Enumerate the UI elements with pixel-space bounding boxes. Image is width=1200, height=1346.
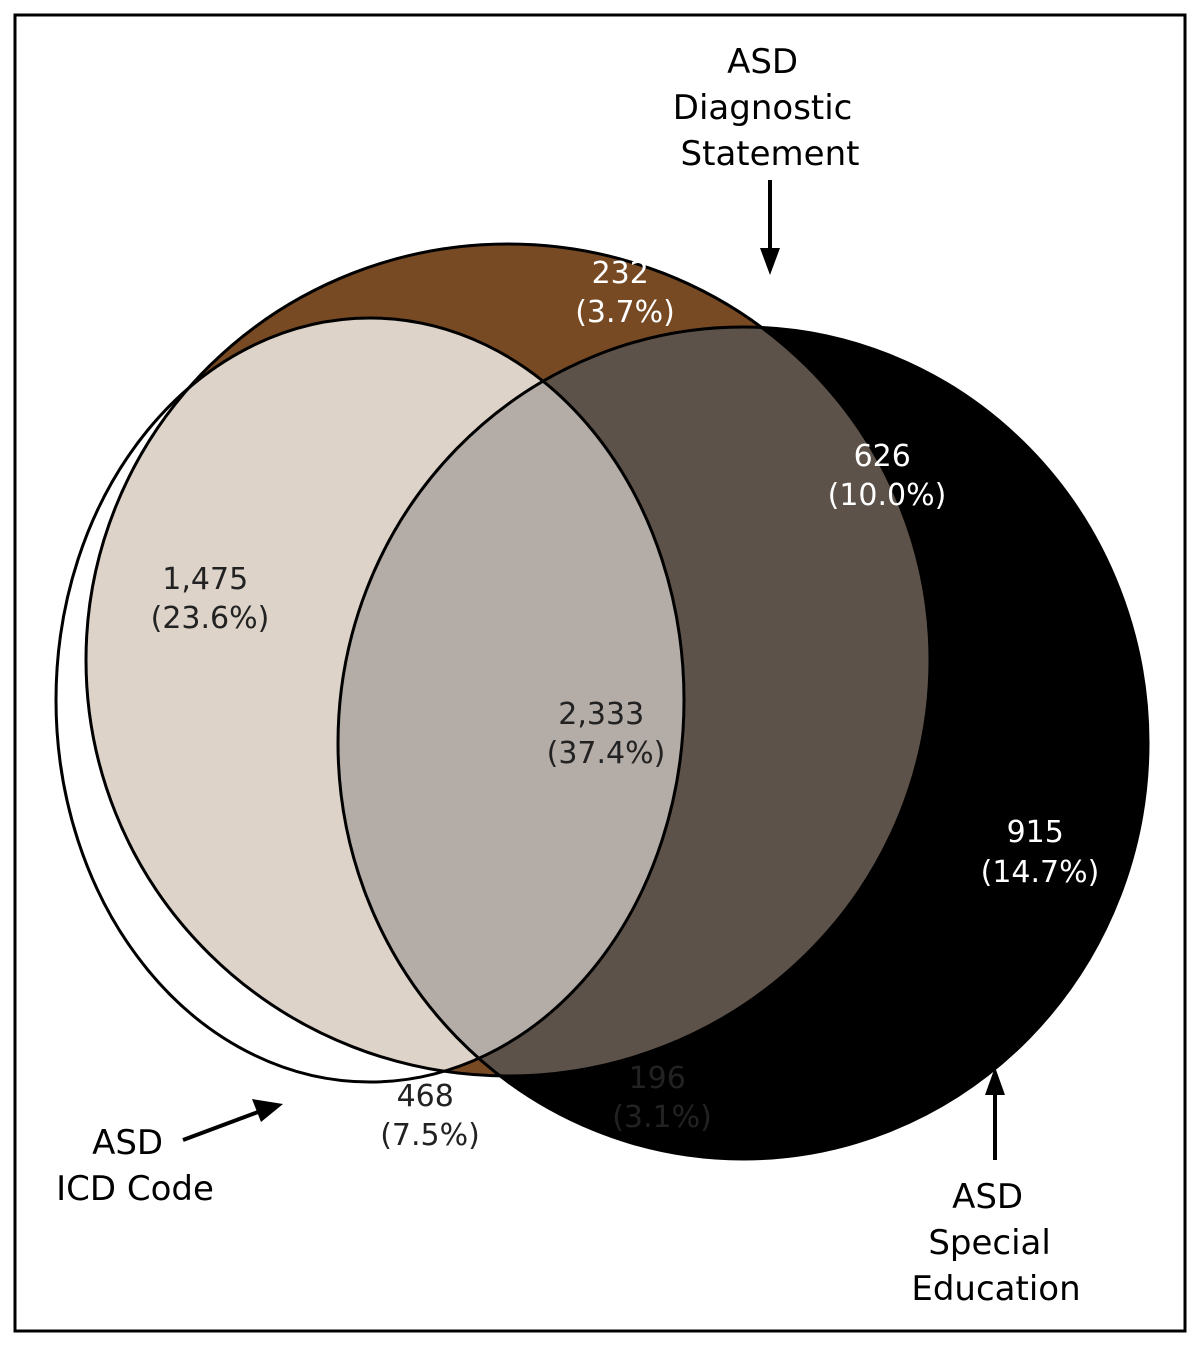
- all-three-overlap-fill: [338, 327, 684, 1076]
- diagnostic-caption: ASD Diagnostic Statement: [673, 42, 863, 174]
- special-only-pct: (14.7%): [981, 855, 1100, 890]
- special-only-label: 915 (14.7%): [981, 815, 1100, 890]
- all-three-label: 2,333 (37.4%): [547, 697, 666, 771]
- special-education-arrow: [985, 1067, 1005, 1160]
- icd-caption-line-1: ASD: [92, 1123, 163, 1163]
- diagnostic-special-count: 626: [854, 439, 911, 474]
- icd-only-count: 468: [397, 1079, 454, 1114]
- diagnostic-icd-label: 1,475 (23.6%): [151, 562, 270, 636]
- special-education-caption: ASD Special Education: [911, 1177, 1080, 1309]
- special-education-caption-line-3: Education: [911, 1269, 1080, 1309]
- icd-special-label: 196 (3.1%): [612, 1061, 712, 1135]
- special-education-outline: [336, 325, 1150, 1161]
- set-captions: ASD Diagnostic Statement ASD ICD Code AS…: [56, 42, 1081, 1309]
- special-education-caption-line-2: Special: [928, 1223, 1051, 1263]
- icd-caption: ASD ICD Code: [56, 1123, 214, 1209]
- diagnostic-caption-line-2: Diagnostic: [673, 88, 853, 128]
- diagnostic-caption-line-1: ASD: [727, 42, 798, 82]
- set-outlines: [54, 242, 1150, 1161]
- icd-caption-line-2: ICD Code: [56, 1169, 214, 1209]
- special-only-count: 915: [1007, 815, 1064, 850]
- frame: [13, 13, 1187, 1333]
- icd-only-pct: (7.5%): [380, 1118, 480, 1153]
- arrows: [182, 180, 1005, 1160]
- diagnostic-special-label: 626 (10.0%): [828, 439, 947, 513]
- diagnostic-only-count: 232: [592, 256, 649, 291]
- all-three-count: 2,333: [558, 697, 644, 732]
- diagnostic-only-label: 232 (3.7%): [575, 256, 675, 330]
- region-labels: 232 (3.7%) 626 (10.0%) 1,475 (23.6%) 2,3…: [151, 256, 1100, 1153]
- diagnostic-only-pct: (3.7%): [575, 295, 675, 330]
- diagnostic-caption-line-3: Statement: [681, 134, 860, 174]
- diagnostic-icd-pct: (23.6%): [151, 601, 270, 636]
- icd-special-count: 196: [629, 1061, 686, 1096]
- diagnostic-arrow: [760, 180, 780, 275]
- diagnostic-icd-count: 1,475: [162, 562, 248, 597]
- icd-arrow: [182, 1099, 283, 1142]
- region-fills: [56, 244, 1148, 1159]
- icd-only-label: 468 (7.5%): [380, 1079, 480, 1153]
- all-three-pct: (37.4%): [547, 736, 666, 771]
- icd-special-pct: (3.1%): [612, 1100, 712, 1135]
- icd-outline: [54, 316, 686, 1084]
- diagnostic-outline: [84, 242, 932, 1078]
- diagnostic-special-pct: (10.0%): [828, 478, 947, 513]
- special-education-caption-line-1: ASD: [952, 1177, 1023, 1217]
